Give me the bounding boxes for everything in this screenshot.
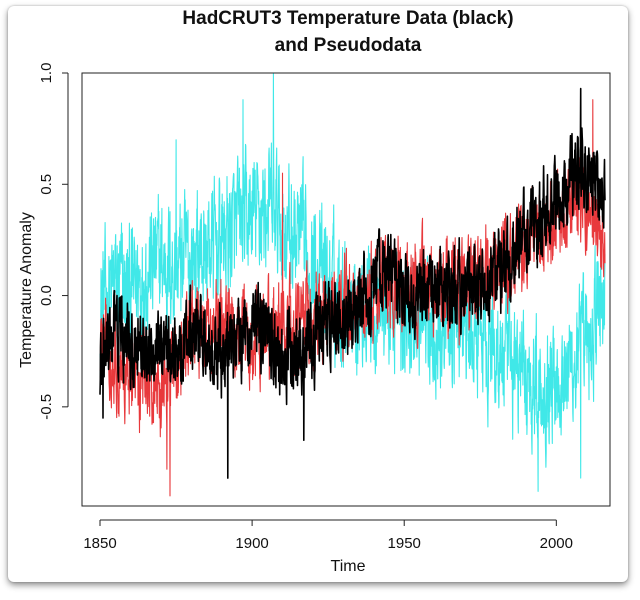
- x-tick-label: 2000: [540, 535, 573, 552]
- x-axis: 1850 1900 1950 2000: [83, 519, 573, 552]
- x-tick-label: 1850: [83, 535, 116, 552]
- y-tick-label: 0.5: [38, 174, 55, 195]
- series-line-black: [99, 87, 606, 479]
- y-tick-label: 1.0: [38, 63, 55, 84]
- y-axis-label: Temperature Anomaly: [18, 212, 35, 368]
- chart-title-line-1: HadCRUT3 Temperature Data (black): [182, 8, 513, 29]
- x-tick-label: 1900: [235, 535, 268, 552]
- y-axis: -0.5 0.0 0.5 1.0: [38, 63, 69, 420]
- series-layer: [99, 72, 606, 497]
- plot-frame: [81, 72, 611, 507]
- series-line-cyan: [99, 72, 606, 492]
- y-tick-label: -0.5: [38, 394, 55, 420]
- chart-title-line-2: and Pseudodata: [275, 35, 422, 56]
- y-tick-label: 0.0: [38, 285, 55, 306]
- x-axis-label: Time: [331, 558, 366, 575]
- x-tick-label: 1950: [388, 535, 421, 552]
